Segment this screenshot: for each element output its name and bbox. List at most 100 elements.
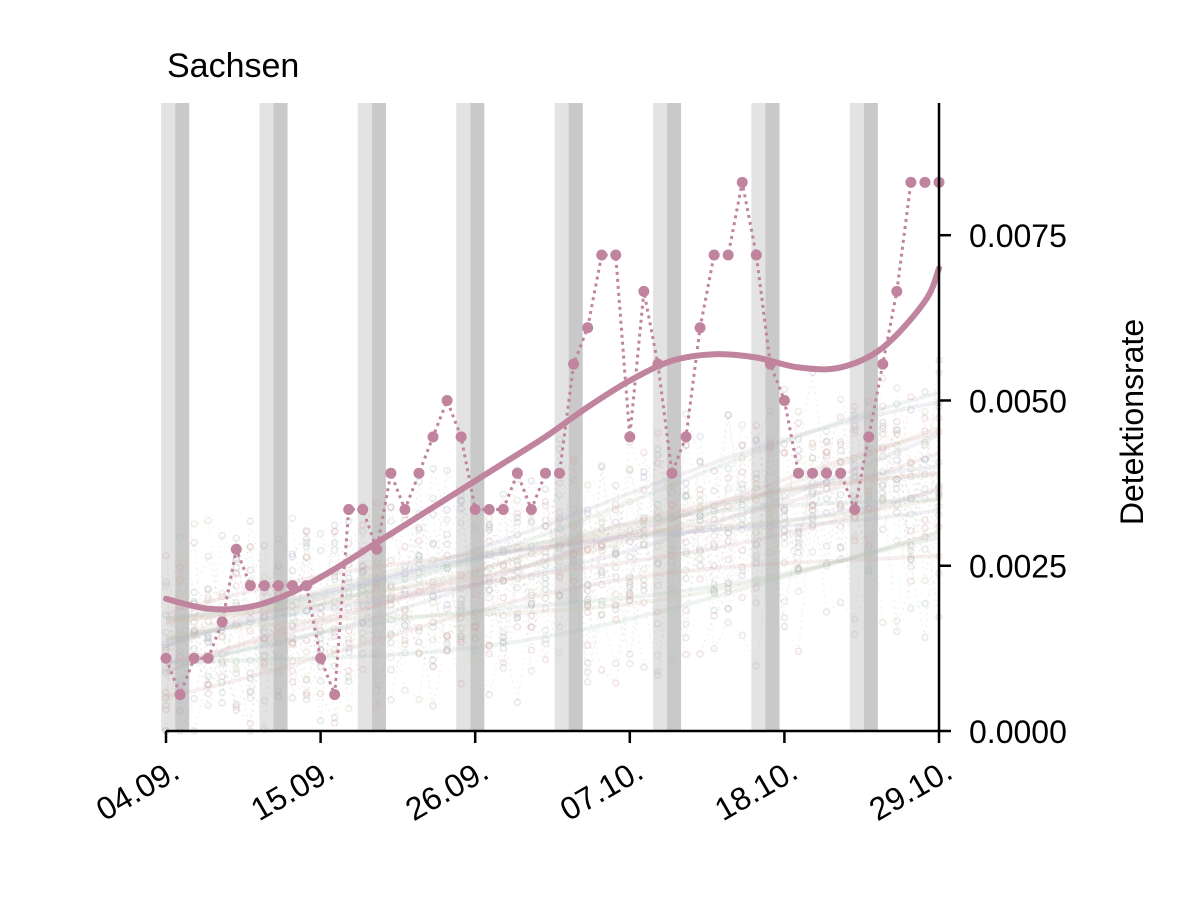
background-point (794, 542, 803, 551)
background-point (555, 574, 564, 582)
background-point (443, 530, 451, 539)
background-point (316, 689, 325, 698)
background-point (724, 529, 732, 538)
background-point (555, 591, 564, 599)
background-point (344, 539, 353, 548)
background-point (204, 585, 212, 594)
background-point (850, 468, 859, 476)
background-point (415, 623, 423, 632)
background-point (864, 449, 873, 457)
background-point (302, 688, 311, 697)
background-point (724, 485, 732, 493)
background-point (836, 438, 845, 446)
background-point (485, 551, 494, 560)
background-point (654, 445, 662, 453)
background-point (808, 520, 817, 529)
background-point (583, 659, 592, 667)
background-point (921, 516, 929, 524)
background-point (387, 666, 395, 674)
background-point (162, 611, 170, 619)
background-point (710, 644, 718, 653)
background-point (190, 694, 198, 703)
background-point (471, 632, 479, 641)
background-point (513, 614, 522, 622)
background-trend-line (165, 486, 940, 674)
background-point (246, 687, 255, 695)
background-point (893, 627, 901, 636)
background-point (752, 662, 761, 670)
background-point (359, 601, 367, 610)
background-point (513, 557, 522, 566)
background-point (302, 675, 311, 684)
background-point (204, 593, 212, 602)
background-point (597, 610, 606, 618)
background-point (485, 642, 494, 650)
background-point (696, 525, 704, 533)
background-point (344, 578, 353, 586)
background-point (696, 545, 704, 554)
background-point (457, 595, 465, 604)
background-point (640, 517, 648, 525)
background-point (457, 614, 465, 622)
background-point (527, 667, 536, 675)
background-point (710, 606, 718, 615)
background-point (162, 640, 170, 649)
daily-point (343, 504, 355, 516)
background-point (864, 462, 873, 470)
background-point (710, 507, 718, 515)
background-point (162, 693, 170, 701)
background-point (429, 662, 437, 671)
background-point (232, 598, 241, 607)
background-point (921, 524, 929, 532)
background-point (162, 694, 170, 702)
background-point (907, 406, 915, 414)
background-point (288, 657, 297, 665)
background-point (626, 596, 634, 604)
background-point (541, 635, 550, 644)
background-point (752, 559, 761, 567)
background-point (204, 638, 212, 647)
background-point (443, 564, 451, 572)
background-point (527, 591, 536, 600)
background-point (597, 571, 606, 579)
daily-point (694, 322, 706, 334)
x-tick-label: 26.09. (399, 752, 494, 828)
daily-point (778, 394, 790, 406)
background-point (387, 595, 395, 604)
background-point (766, 516, 775, 524)
y-axis-label: Detektionsrate (1114, 319, 1150, 525)
background-point (836, 522, 845, 531)
background-point (344, 627, 353, 635)
background-point (162, 581, 170, 590)
background-point (583, 602, 592, 611)
background-point (640, 448, 648, 457)
background-point (850, 402, 859, 411)
background-point (415, 551, 423, 560)
background-point (288, 639, 297, 647)
background-point (822, 448, 831, 456)
background-point (921, 388, 929, 396)
background-point (555, 435, 564, 444)
background-point (752, 421, 761, 430)
background-point (611, 545, 620, 553)
background-point (359, 619, 367, 628)
background-point (907, 458, 915, 466)
background-point (457, 599, 465, 608)
background-point (907, 562, 915, 571)
background-point (443, 540, 451, 548)
background-point (921, 545, 929, 553)
background-point (907, 555, 915, 563)
background-point (921, 633, 929, 642)
background-point (836, 502, 845, 511)
background-point (836, 500, 845, 508)
background-point (373, 582, 381, 591)
background-trend-line (165, 472, 940, 620)
daily-point (202, 652, 214, 664)
background-point (162, 702, 170, 710)
background-point (218, 650, 226, 658)
background-point (626, 497, 634, 506)
background-point (387, 638, 395, 647)
background-point (359, 629, 367, 637)
background-point (527, 572, 536, 581)
background-point (583, 586, 592, 595)
